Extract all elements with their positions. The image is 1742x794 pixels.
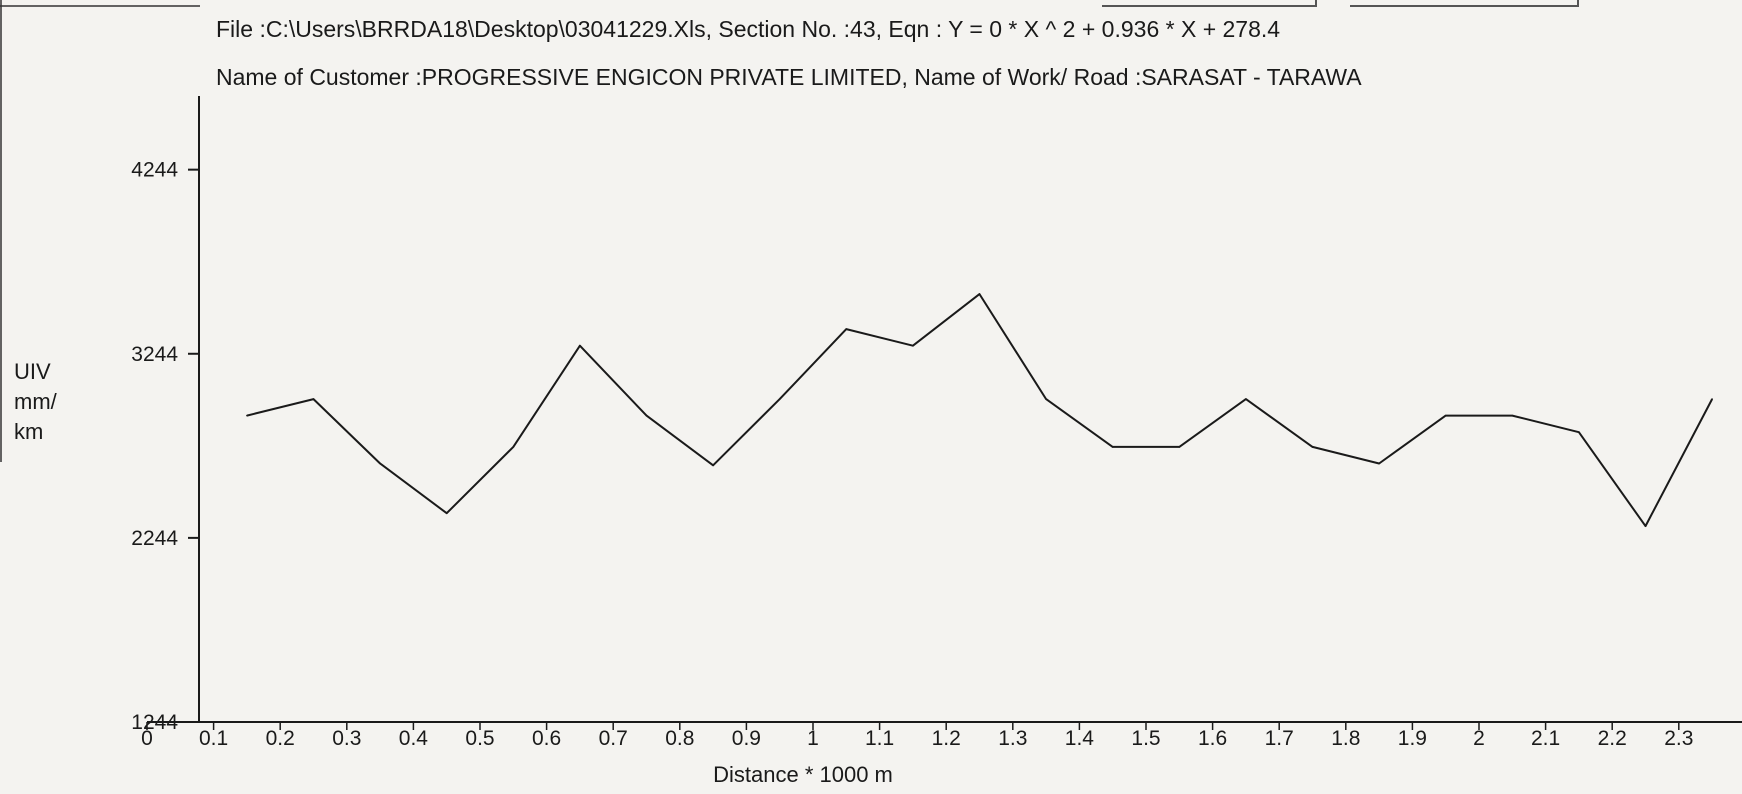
data-point (1045, 398, 1047, 400)
x-tick-label: 0.6 (532, 727, 561, 750)
x-tick-label: 0 (141, 727, 153, 750)
x-tick-label: 1.2 (932, 727, 961, 750)
data-point (1644, 525, 1647, 527)
data-point (712, 464, 714, 467)
data-point (1178, 446, 1181, 448)
data-point (1311, 446, 1314, 448)
data-point (445, 512, 448, 515)
data-point (512, 446, 515, 448)
x-tick-label: 0.3 (332, 727, 361, 750)
x-tick-label: 1.8 (1331, 727, 1360, 750)
x-tick-label: 1.6 (1198, 727, 1227, 750)
header-file-info: File :C:\Users\BRRDA18\Desktop\03041229.… (216, 16, 1280, 42)
data-point (645, 414, 648, 417)
x-tick-label: 0.1 (199, 727, 228, 750)
data-point (978, 293, 981, 295)
x-tick-label: 0.7 (599, 727, 628, 750)
data-point (1711, 398, 1713, 400)
x-tick-label: 1.3 (998, 727, 1027, 750)
data-point (246, 414, 248, 417)
data-point (1378, 462, 1380, 465)
top-frame (0, 0, 1579, 7)
x-ticks: 0 0.1 0.2 0.3 0.4 0.5 0.6 0.7 0.8 0.9 1 1.1 1.2 1.3 1.… (141, 722, 1693, 750)
y-tick-label: 4244 (131, 159, 178, 182)
x-tick-label: 0.2 (266, 727, 295, 750)
data-point (1444, 414, 1447, 417)
x-tick-label: 2 (1473, 727, 1485, 750)
y-axis-label-line: UIV (14, 359, 51, 384)
data-point (1511, 414, 1514, 417)
y-ticks: 4244 3244 2244 1244 (131, 159, 199, 734)
x-tick-label: 0.9 (732, 727, 761, 750)
x-tick-label: 1 (807, 727, 819, 750)
x-tick-label: 1.9 (1398, 727, 1427, 750)
x-tick-label: 2.1 (1531, 727, 1560, 750)
x-tick-label: 1.4 (1065, 727, 1095, 750)
axes (147, 96, 1742, 723)
y-tick-label: 3244 (131, 343, 178, 366)
data-point (845, 328, 848, 330)
header-customer-info: Name of Customer :PROGRESSIVE ENGICON PR… (216, 64, 1362, 90)
y-tick-label: 2244 (131, 527, 178, 550)
x-tick-label: 1.1 (865, 727, 894, 750)
data-point (379, 462, 381, 465)
x-tick-label: 0.8 (665, 727, 694, 750)
y-tick-label: 1244 (131, 711, 178, 734)
x-tick-label: 2.2 (1598, 727, 1627, 750)
data-point (1578, 431, 1580, 433)
series (246, 293, 1713, 528)
data-point (579, 344, 581, 347)
y-axis-label: UIV mm/km (14, 359, 58, 444)
x-axis-label: Distance * 1000 m (713, 762, 893, 787)
data-point (912, 344, 914, 347)
y-axis-label-line: km (14, 419, 43, 444)
x-tick-label: 2.3 (1664, 727, 1693, 750)
series-line (246, 293, 1713, 528)
data-point (778, 398, 781, 400)
x-tick-label: 1.5 (1131, 727, 1160, 750)
data-point (1245, 398, 1247, 400)
data-point (1111, 446, 1114, 448)
x-tick-label: 0.5 (465, 727, 494, 750)
y-axis-label-line: mm/ (14, 389, 58, 414)
data-point (312, 398, 315, 400)
x-tick-label: 0.4 (399, 727, 429, 750)
x-tick-label: 1.7 (1265, 727, 1294, 750)
